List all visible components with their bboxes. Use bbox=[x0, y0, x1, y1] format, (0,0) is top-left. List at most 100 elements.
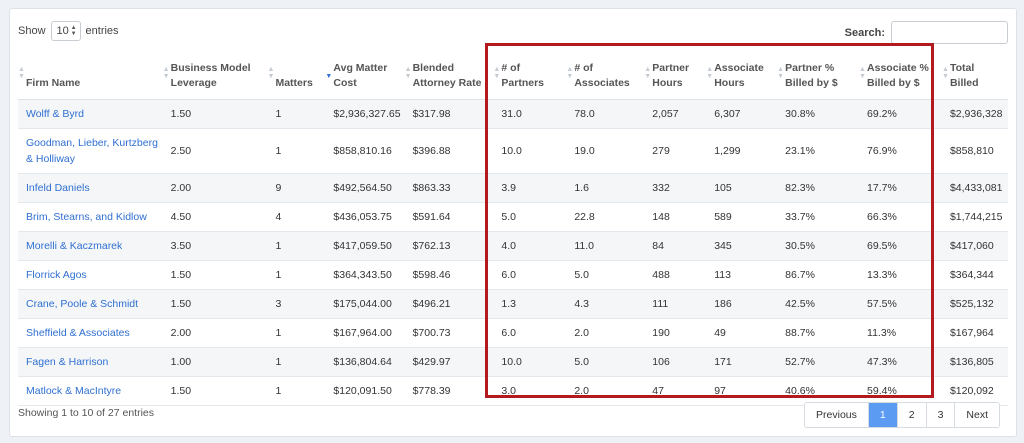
table-row: Crane, Poole & Schmidt 1.50 3 $175,044.00 $4… bbox=[18, 289, 1008, 319]
cell-blended-rate: $496.21 bbox=[404, 289, 494, 319]
column-header-firm-name[interactable]: ▲ ▼ Firm Name bbox=[18, 47, 163, 100]
cell-total-billed: $417,060 bbox=[941, 231, 1008, 261]
cell-partner-billed-pct: 30.5% bbox=[777, 231, 860, 261]
cell-avg-matter-cost: $364,343.50 bbox=[325, 260, 405, 290]
cell-blended-rate: $591.64 bbox=[404, 202, 494, 232]
cell-total-billed: $4,433,081 bbox=[941, 173, 1008, 203]
table-row: Florrick Agos 1.50 1 $364,343.50 $598.46 6.0 5… bbox=[18, 260, 1008, 290]
cell-partner-hours: 2,057 bbox=[644, 99, 707, 129]
cell-partner-billed-pct: 52.7% bbox=[777, 347, 860, 377]
sort-icon: ▲ ▼ bbox=[859, 65, 866, 80]
cell-matters: 4 bbox=[267, 202, 326, 232]
firm-name-link[interactable]: Infeld Daniels bbox=[18, 173, 163, 203]
cell-associate-billed-pct: 69.2% bbox=[859, 99, 942, 129]
cell-leverage: 2.00 bbox=[162, 318, 268, 348]
firm-name-link[interactable]: Morelli & Kaczmarek bbox=[18, 231, 163, 261]
cell-partners: 10.0 bbox=[493, 347, 567, 377]
cell-associates: 4.3 bbox=[566, 289, 645, 319]
cell-leverage: 1.50 bbox=[162, 260, 268, 290]
cell-partner-billed-pct: 33.7% bbox=[777, 202, 860, 232]
column-header-associate-billed-pct[interactable]: ▲ ▼ Associate % Billed by $ bbox=[859, 47, 942, 100]
firm-name-link[interactable]: Brim, Stearns, and Kidlow bbox=[18, 202, 163, 232]
table-row: Fagen & Harrison 1.00 1 $136,804.64 $429.97 1… bbox=[18, 347, 1008, 377]
cell-associates: 11.0 bbox=[566, 231, 645, 261]
pagination-page-2[interactable]: 2 bbox=[897, 403, 927, 427]
cell-avg-matter-cost: $492,564.50 bbox=[325, 173, 405, 203]
cell-associates: 78.0 bbox=[566, 99, 645, 129]
firm-name-link[interactable]: Matlock & MacIntyre bbox=[18, 376, 163, 406]
cell-leverage: 1.50 bbox=[162, 99, 268, 129]
cell-blended-rate: $396.88 bbox=[404, 128, 494, 174]
cell-partner-hours: 488 bbox=[644, 260, 707, 290]
firm-name-link[interactable]: Fagen & Harrison bbox=[18, 347, 163, 377]
cell-leverage: 2.00 bbox=[162, 173, 268, 203]
cell-associate-billed-pct: 17.7% bbox=[859, 173, 942, 203]
column-header-total-billed[interactable]: ▲ ▼ Total Billed bbox=[941, 47, 1008, 100]
firm-name-link[interactable]: Florrick Agos bbox=[18, 260, 163, 290]
cell-avg-matter-cost: $175,044.00 bbox=[325, 289, 405, 319]
select-caret-icon: ▲ ▼ bbox=[70, 25, 77, 37]
sort-icon: ▲ ▼ bbox=[566, 65, 574, 80]
cell-associates: 19.0 bbox=[566, 128, 645, 174]
sort-icon: ▲ ▼ bbox=[777, 65, 785, 80]
cell-partner-hours: 332 bbox=[644, 173, 707, 203]
cell-total-billed: $136,805 bbox=[941, 347, 1008, 377]
entries-select[interactable]: 10 ▲ ▼ bbox=[50, 21, 81, 41]
column-header-partners[interactable]: ▲ ▼ # of Partners bbox=[493, 47, 567, 100]
pagination-page-1[interactable]: 1 bbox=[868, 403, 898, 427]
table-row: Brim, Stearns, and Kidlow 4.50 4 $436,053.7… bbox=[18, 202, 1008, 232]
cell-partners: 3.9 bbox=[493, 173, 567, 203]
sort-icon: ▲ ▼ bbox=[267, 65, 275, 80]
show-label: Show bbox=[18, 25, 46, 37]
column-header-avg-matter-cost[interactable]: ▼ Avg Matter Cost bbox=[325, 47, 405, 100]
pagination-page-3[interactable]: 3 bbox=[926, 403, 956, 427]
column-header-associate-hours[interactable]: ▲ ▼ Associate Hours bbox=[706, 47, 778, 100]
cell-partner-hours: 190 bbox=[644, 318, 707, 348]
firms-table: ▲ ▼ Firm Name ▲ ▼ Business Model Leverage ▲ ▼ M… bbox=[18, 47, 1008, 406]
cell-leverage: 1.50 bbox=[162, 376, 268, 406]
column-header-business-model-leverage[interactable]: ▲ ▼ Business Model Leverage bbox=[162, 47, 268, 100]
cell-blended-rate: $598.46 bbox=[404, 260, 494, 290]
sort-icon: ▲ ▼ bbox=[493, 65, 501, 80]
firm-name-link[interactable]: Sheffield & Associates bbox=[18, 318, 163, 348]
cell-avg-matter-cost: $436,053.75 bbox=[325, 202, 405, 232]
cell-avg-matter-cost: $2,936,327.65 bbox=[325, 99, 405, 129]
cell-avg-matter-cost: $858,810.16 bbox=[325, 128, 405, 174]
firm-name-link[interactable]: Crane, Poole & Schmidt bbox=[18, 289, 163, 319]
cell-partner-hours: 84 bbox=[644, 231, 707, 261]
cell-associates: 22.8 bbox=[566, 202, 645, 232]
pagination-previous-button[interactable]: Previous bbox=[805, 403, 869, 427]
cell-blended-rate: $429.97 bbox=[404, 347, 494, 377]
column-header-matters[interactable]: ▲ ▼ Matters bbox=[267, 47, 326, 100]
sort-icon: ▲ ▼ bbox=[706, 65, 714, 80]
cell-associates: 5.0 bbox=[566, 260, 645, 290]
table-info: Showing 1 to 10 of 27 entries bbox=[18, 407, 155, 419]
cell-partner-hours: 279 bbox=[644, 128, 707, 174]
firm-name-link[interactable]: Goodman, Lieber, Kurtzberg & Holliway bbox=[18, 128, 163, 174]
column-header-partner-hours[interactable]: ▲ ▼ Partner Hours bbox=[644, 47, 707, 100]
column-header-associates[interactable]: ▲ ▼ # of Associates bbox=[566, 47, 645, 100]
cell-partner-billed-pct: 30.8% bbox=[777, 99, 860, 129]
firm-name-link[interactable]: Wolff & Byrd bbox=[18, 99, 163, 129]
cell-leverage: 2.50 bbox=[162, 128, 268, 174]
column-header-blended-attorney-rate[interactable]: ▲ ▼ Blended Attorney Rate bbox=[404, 47, 494, 100]
cell-partner-hours: 106 bbox=[644, 347, 707, 377]
table-controls: Show 10 ▲ ▼ entries Search: bbox=[18, 21, 1008, 47]
search-input[interactable] bbox=[891, 21, 1008, 44]
pagination-next-button[interactable]: Next bbox=[955, 403, 999, 427]
table-row: Infeld Daniels 2.00 9 $492,564.50 $863.33 3.9… bbox=[18, 173, 1008, 203]
cell-associate-billed-pct: 76.9% bbox=[859, 128, 942, 174]
cell-matters: 1 bbox=[267, 318, 326, 348]
cell-associate-hours: 97 bbox=[706, 376, 778, 406]
cell-total-billed: $525,132 bbox=[941, 289, 1008, 319]
table-body: Wolff & Byrd 1.50 1 $2,936,327.65 $317.98 31.… bbox=[18, 99, 1008, 406]
cell-associate-billed-pct: 59.4% bbox=[859, 376, 942, 406]
cell-avg-matter-cost: $417,059.50 bbox=[325, 231, 405, 261]
cell-associate-hours: 171 bbox=[706, 347, 778, 377]
cell-associates: 1.6 bbox=[566, 173, 645, 203]
pagination: Previous 1 2 3 Next bbox=[804, 402, 1000, 428]
sort-desc-icon: ▼ bbox=[325, 72, 333, 80]
cell-avg-matter-cost: $136,804.64 bbox=[325, 347, 405, 377]
column-header-partner-billed-pct[interactable]: ▲ ▼ Partner % Billed by $ bbox=[777, 47, 860, 100]
cell-associate-billed-pct: 13.3% bbox=[859, 260, 942, 290]
